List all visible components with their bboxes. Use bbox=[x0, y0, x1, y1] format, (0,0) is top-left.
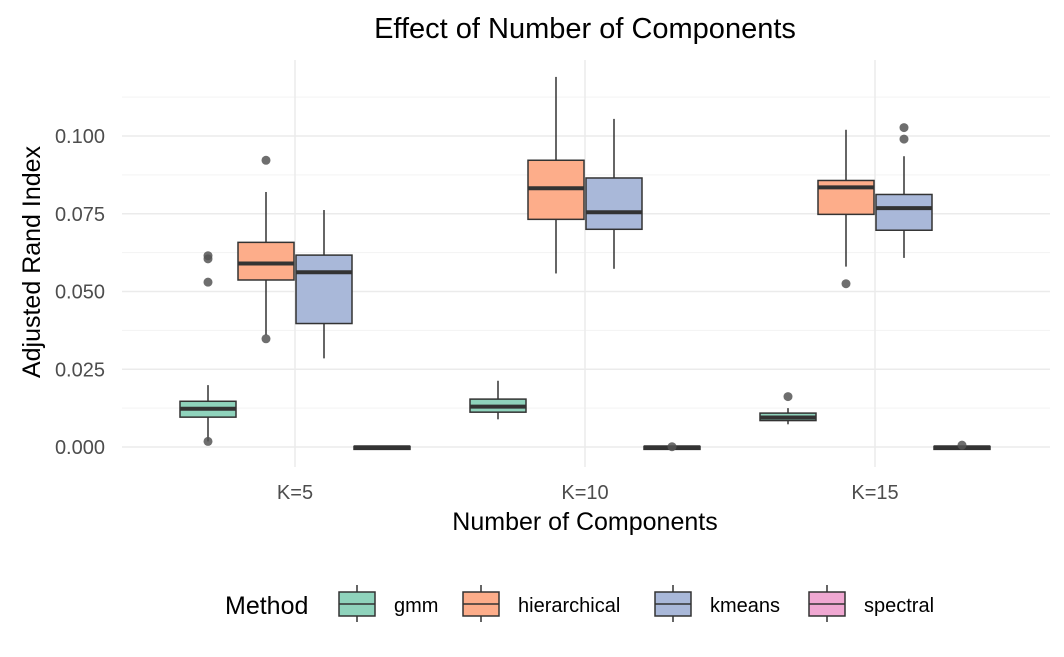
y-tick-label: 0.050 bbox=[55, 282, 105, 304]
box-kmeans-K=5 bbox=[295, 210, 353, 359]
legend-label-gmm: gmm bbox=[394, 595, 438, 617]
x-tick-label: K=15 bbox=[851, 482, 898, 504]
box-iqr bbox=[875, 193, 933, 231]
box-iqr bbox=[237, 241, 295, 281]
legend-title: Method bbox=[225, 592, 308, 620]
box-iqr bbox=[585, 177, 643, 231]
box-kmeans-K=10 bbox=[585, 118, 643, 269]
box-kmeans-K=15 bbox=[875, 123, 933, 258]
box-gmm-K=10 bbox=[469, 380, 527, 420]
outlier-point bbox=[261, 334, 271, 344]
legend-item-kmeans: kmeans bbox=[654, 585, 780, 622]
outlier-point bbox=[841, 279, 851, 289]
outlier-point bbox=[203, 436, 213, 446]
x-tick-label: K=5 bbox=[277, 482, 313, 504]
legend: Method gmm hierarchical kmeans spectral bbox=[225, 585, 934, 622]
y-tick-label: 0.000 bbox=[55, 437, 105, 459]
plot-boxes bbox=[179, 76, 991, 452]
box-hierarchical-K=15 bbox=[817, 129, 875, 289]
box-spectral-K=15 bbox=[933, 440, 991, 451]
legend-item-gmm: gmm bbox=[338, 585, 438, 622]
legend-item-spectral: spectral bbox=[808, 585, 934, 622]
box-gmm-K=15 bbox=[759, 392, 817, 425]
box-hierarchical-K=10 bbox=[527, 76, 585, 274]
y-tick-label: 0.075 bbox=[55, 204, 105, 226]
outlier-point bbox=[783, 392, 793, 402]
legend-label-spectral: spectral bbox=[864, 595, 934, 617]
plot-grid bbox=[122, 60, 1050, 467]
box-spectral-K=5 bbox=[353, 445, 411, 451]
legend-label-kmeans: kmeans bbox=[710, 595, 780, 617]
y-tick-label: 0.025 bbox=[55, 359, 105, 381]
legend-item-hierarchical: hierarchical bbox=[462, 585, 620, 622]
x-axis-title: Number of Components bbox=[452, 508, 717, 536]
legend-label-hierarchical: hierarchical bbox=[518, 595, 620, 617]
chart-title: Effect of Number of Components bbox=[374, 13, 796, 45]
y-axis-ticks: 0.000 0.025 0.050 0.075 0.100 bbox=[55, 126, 105, 459]
x-tick-label: K=10 bbox=[561, 482, 608, 504]
outlier-point bbox=[667, 442, 677, 452]
box-gmm-K=5 bbox=[179, 251, 237, 446]
outlier-point bbox=[899, 134, 909, 144]
outlier-point bbox=[957, 440, 967, 450]
outlier-point bbox=[261, 155, 271, 165]
outlier-point bbox=[203, 277, 213, 287]
x-axis-ticks: K=5 K=10 K=15 bbox=[277, 482, 899, 504]
y-tick-label: 0.100 bbox=[55, 126, 105, 148]
box-spectral-K=10 bbox=[643, 442, 701, 452]
outlier-point bbox=[899, 123, 909, 133]
box-hierarchical-K=5 bbox=[237, 155, 295, 344]
outlier-point bbox=[203, 251, 213, 261]
box-iqr bbox=[295, 254, 353, 325]
y-axis-title: Adjusted Rand Index bbox=[18, 145, 46, 378]
